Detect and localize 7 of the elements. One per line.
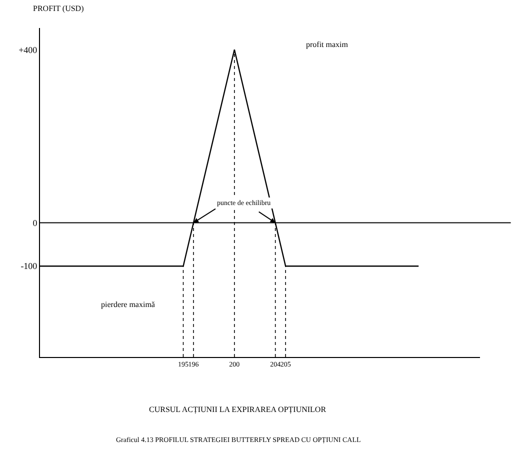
y-tick-label: 0 — [32, 218, 38, 228]
y-tick-label: -100 — [20, 261, 38, 272]
annotation: pierdere maximă — [101, 300, 156, 309]
y-axis-title: PROFIT (USD) — [33, 4, 84, 13]
x-axis-title: CURSUL ACȚIUNII LA EXPIRAREA OPȚIUNILOR — [149, 405, 327, 414]
y-tick-label: +400 — [18, 44, 38, 55]
annotation: profit maxim — [306, 40, 349, 49]
